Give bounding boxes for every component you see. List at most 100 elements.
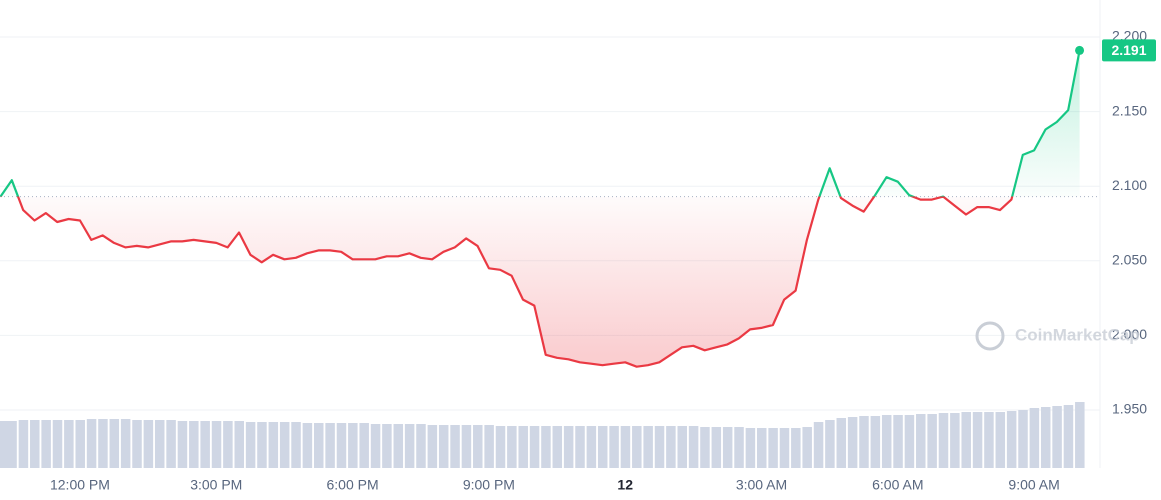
last-point [1075,45,1085,55]
volume-bar [177,421,188,468]
volume-bar [109,419,120,468]
volume-bar [677,426,687,468]
volume-bar [450,425,460,468]
volume-bar [166,420,176,468]
x-tick-label: 3:00 AM [736,477,787,493]
volume-bar [132,420,142,468]
x-tick-label: 9:00 AM [1008,477,1059,493]
volume-bar [938,413,949,468]
volume-bar [268,422,279,468]
last-price-label: 2.191 [1111,42,1146,58]
y-tick-label: 2.050 [1112,252,1147,268]
volume-bar [495,426,506,468]
volume-bar [881,415,892,468]
volume-bar [552,426,563,468]
volume-bar [98,419,108,468]
volume-bar [734,427,744,468]
volume-bar [620,426,631,468]
volume-bar [257,422,267,468]
volume-bar [1040,407,1051,468]
volume-bar [234,421,244,468]
volume-bar [279,422,290,468]
volume-bar [529,426,540,468]
volume-bar [7,421,17,468]
volume-bar [813,422,824,468]
volume-bar [189,421,199,468]
volume-bar [211,421,222,468]
volume-bar [64,420,74,468]
volume-bar [518,426,528,468]
volume-bar [597,426,608,468]
volume-bar [700,427,710,468]
volume-bar [802,427,812,468]
volume-bar [359,423,369,468]
volume-bar [984,412,994,468]
volume-bar [779,428,790,468]
volume-bar [52,420,63,468]
volume-bar [654,426,665,468]
volume-bar [245,422,256,468]
volume-bar [1075,402,1085,468]
volume-bar [768,428,778,468]
volume-bar [609,426,619,468]
volume-bar [30,420,40,468]
volume-bar [314,423,324,468]
volume-bar [847,417,858,468]
volume-bar [961,412,971,468]
volume-bar [575,426,585,468]
y-tick-label: 1.950 [1112,401,1147,417]
volume-bar [291,422,301,468]
watermark: CoinMarketCap [1015,325,1140,344]
volume-bar [927,414,937,468]
volume-bar [154,420,165,468]
volume-bar [438,425,449,468]
volume-bar [336,423,347,468]
x-tick-label: 12 [617,477,633,493]
volume-bar [893,415,903,468]
area-fill [0,50,1080,367]
volume-bar [904,415,915,468]
volume-bar [416,424,426,468]
volume-bar [825,420,835,468]
volume-bar [75,420,85,468]
volume-bar [722,427,733,468]
x-tick-label: 3:00 PM [190,477,242,493]
volume-bar [473,425,483,468]
volume-bar [143,420,154,468]
last-price-box [1102,39,1156,62]
volume-bar [507,426,517,468]
volume-bar [200,421,210,468]
volume-bar [666,426,676,468]
volume-bar [302,423,313,468]
volume-bar [950,413,960,468]
volume-bar [0,421,10,468]
volume-bar [541,426,551,468]
volume-bar [1052,406,1062,468]
volume-bar [18,420,29,468]
volume-bar [586,426,597,468]
volume-bar [223,421,233,468]
x-tick-label: 6:00 AM [872,477,923,493]
price-line [0,50,1081,368]
watermark-logo [975,321,1005,351]
volume-bar [711,427,722,468]
volume-bar [370,424,381,468]
volume-bar [1006,411,1017,468]
volume-bar [859,416,869,468]
volume-bar [1029,408,1040,468]
x-tick-label: 9:00 PM [463,477,515,493]
volume-bar [393,424,404,468]
volume-bar [86,419,97,468]
volume-bar [1063,405,1074,468]
volume-bar [791,428,801,468]
volume-bar [688,426,699,468]
volume-bar [563,426,574,468]
volume-bar [972,412,983,468]
volume-bar [643,426,653,468]
volume-bar [41,420,51,468]
x-tick-label: 12:00 PM [50,477,110,493]
volume-bar [916,414,926,468]
volume-bar [1018,410,1028,468]
volume-bar [745,428,756,468]
volume-bar [484,425,494,468]
